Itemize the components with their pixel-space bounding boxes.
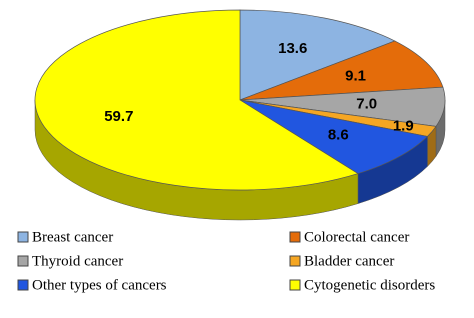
data-label: 1.9 [393, 118, 414, 135]
data-label: 7.0 [356, 95, 377, 112]
data-label: 8.6 [328, 126, 349, 143]
legend-swatch [17, 279, 29, 291]
legend-label: Other types of cancers [32, 277, 167, 293]
data-label: 59.7 [104, 108, 133, 125]
data-label: 13.6 [278, 40, 307, 57]
slice [239, 9, 396, 101]
legend-label: Breast cancer [32, 229, 113, 245]
legend-label: Cytogenetic disorders [304, 277, 435, 293]
legend-swatch [289, 231, 301, 243]
data-label: 9.1 [345, 68, 366, 85]
legend-swatch [289, 255, 301, 267]
slice [239, 40, 444, 101]
legend-label: Thyroid cancer [32, 253, 123, 269]
slice [239, 99, 429, 174]
legend-swatch [17, 255, 29, 267]
slice [34, 9, 359, 191]
legend-swatch [17, 231, 29, 243]
legend-label: Bladder cancer [304, 253, 394, 269]
legend-swatch [289, 279, 301, 291]
legend-label: Colorectal cancer [304, 229, 409, 245]
